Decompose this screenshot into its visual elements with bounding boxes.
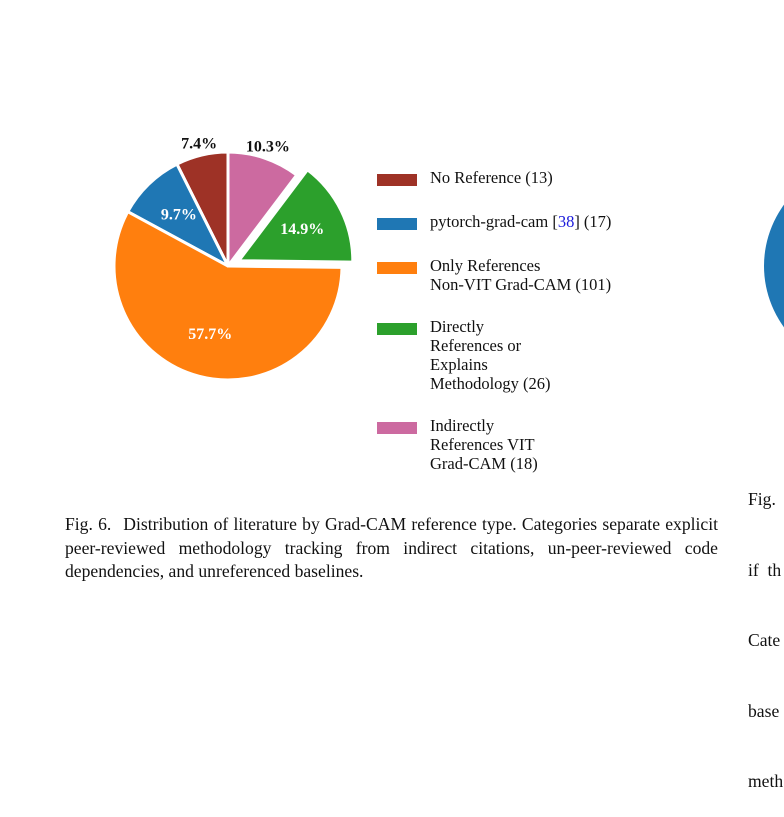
pie-chart: 7.4% 9.7% 57.7% 14.9% 10.3% (112, 135, 784, 382)
legend-item-pytorch-grad-cam: pytorch-grad-cam [38] (17) (377, 212, 611, 231)
citation-link-38[interactable]: 38 (557, 212, 575, 231)
slice-percent-label: 10.3% (246, 139, 290, 156)
legend-label-only-references-line1: Only References (430, 256, 541, 275)
slice-percent-label: 9.7% (161, 207, 197, 224)
pie-slice (226, 150, 299, 268)
adjacent-line: meth (748, 771, 784, 791)
adjacent-column-text: Fig. if th Cate base meth (748, 441, 783, 817)
slice-percent-label: 7.4% (181, 135, 217, 152)
legend-label-only-references-line2: Non-VIT Grad-CAM (101) (430, 275, 612, 294)
pie-slice (237, 168, 355, 264)
pie-slice (112, 210, 344, 382)
adjacent-pie-fragment (764, 204, 784, 328)
legend-label-directly-line4: Methodology (26) (430, 374, 551, 393)
figure-label: Fig. 6. (65, 514, 112, 534)
legend-swatch-no-reference (377, 174, 417, 186)
adjacent-line: if th (748, 559, 782, 580)
legend-label-indirectly-line3: Grad-CAM (18) (430, 454, 538, 473)
legend-item-directly-references: Directly References or Explains Methodol… (377, 317, 551, 393)
legend-label-directly-line2: References or (430, 336, 522, 355)
legend-label-pytorch-grad-cam-post: ] (17) (574, 212, 612, 231)
figure-caption: Fig. 6. Distribution of literature by Gra… (65, 513, 718, 584)
legend-swatch-pytorch-grad-cam (377, 218, 417, 230)
legend-label-no-reference: No Reference (13) (430, 168, 553, 187)
legend-swatch-indirectly-references (377, 422, 417, 434)
slice-percent-label: 57.7% (188, 326, 232, 343)
legend-item-no-reference: No Reference (13) (377, 168, 553, 187)
legend-label-pytorch-grad-cam-pre: pytorch-grad-cam [ (430, 212, 558, 231)
legend-item-only-references: Only References Non-VIT Grad-CAM (101) (377, 256, 611, 294)
legend-label-directly-line3: Explains (430, 355, 488, 374)
legend-label-directly-line1: Directly (430, 317, 485, 336)
adjacent-line: Cate (748, 630, 781, 650)
slice-percent-label: 14.9% (280, 221, 324, 238)
adjacent-line: base (748, 700, 780, 721)
caption-text: Distribution of literature by Grad-CAM r… (65, 514, 718, 581)
legend-item-indirectly-references: Indirectly References VIT Grad-CAM (18) (377, 416, 538, 473)
legend-swatch-directly-references (377, 323, 417, 335)
legend-swatch-only-references (377, 262, 417, 274)
legend-label-indirectly-line1: Indirectly (430, 416, 495, 435)
legend-label-indirectly-line2: References VIT (430, 435, 535, 454)
adjacent-line: Fig. (748, 489, 776, 509)
